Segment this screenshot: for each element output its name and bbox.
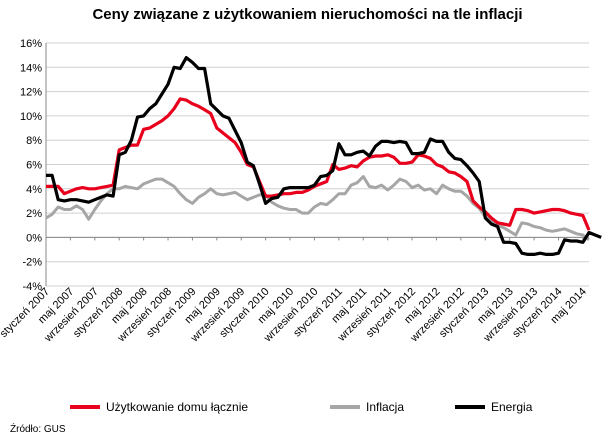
y-tick-label: 14% (20, 62, 42, 74)
legend: Użytkowanie domu łącznie Inflacja Energia (70, 400, 533, 414)
y-tick-label: 8% (26, 135, 42, 147)
y-tick-label: -4% (22, 281, 42, 293)
y-tick-label: 0% (26, 232, 42, 244)
legend-label: Inflacja (366, 400, 404, 414)
y-tick-label: 10% (20, 111, 42, 123)
legend-label: Użytkowanie domu łącznie (106, 400, 248, 414)
legend-label: Energia (491, 400, 533, 414)
y-axis: -4% -2% 0% 2% 4% 6% 8% 10% 12% 14% 16% (20, 38, 47, 293)
y-tick-label: 12% (20, 87, 42, 99)
y-tick-label: -2% (22, 257, 42, 269)
grid-lines (46, 42, 589, 287)
y-tick-label: 6% (26, 160, 42, 172)
y-tick-label: 4% (26, 184, 42, 196)
series-line-energia (46, 55, 602, 256)
y-tick-label: 16% (20, 38, 42, 50)
series-line-uzytkowanie (46, 97, 591, 231)
y-tick-label: 2% (26, 208, 42, 220)
source-note: Źródło: GUS (10, 424, 66, 435)
series-lines (45, 55, 602, 256)
chart-title: Ceny związane z użytkowaniem nieruchomoś… (92, 6, 523, 23)
